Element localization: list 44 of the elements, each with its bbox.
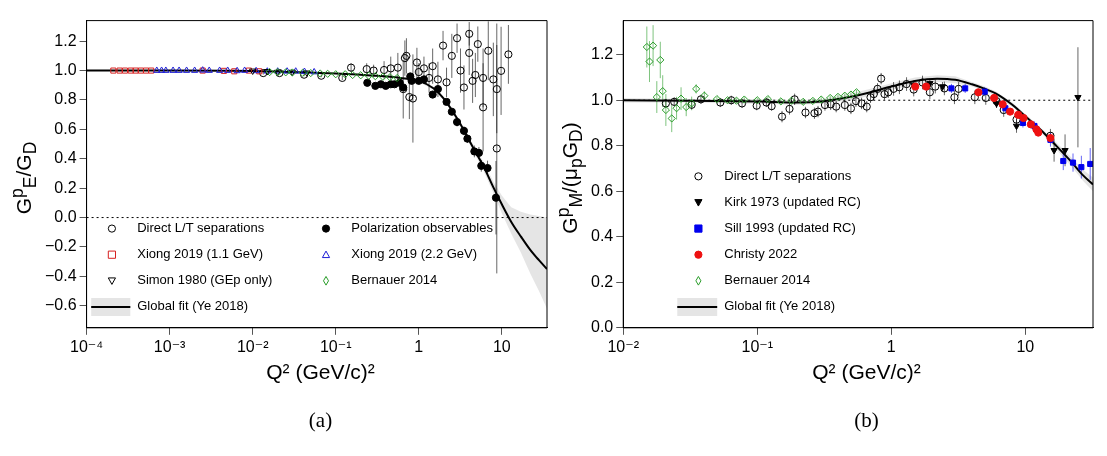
- y-tick-label: −0.6: [44, 296, 77, 314]
- legend-label: Global fit (Ye 2018): [137, 298, 249, 314]
- y-tick-label: 0.8: [54, 90, 77, 108]
- x-tick-label: 10⁻¹: [319, 337, 352, 355]
- legend-label: Bernauer 2014: [351, 272, 438, 288]
- legend-label: Sill 1993 (updated RC): [724, 220, 856, 236]
- y-tick-label: 0.2: [590, 272, 614, 290]
- legend-label: Polarization observables: [351, 220, 494, 236]
- x-tick-label: 1: [886, 337, 896, 355]
- legend-label: Bernauer 2014: [724, 272, 811, 288]
- x-tick-label: 10⁻³: [153, 337, 187, 355]
- y-tick-label: 1.2: [54, 31, 77, 49]
- x-tick-label: 10: [1016, 337, 1035, 355]
- x-tick-label: 10⁻⁴: [70, 337, 104, 355]
- y-tick-label: 0.6: [590, 181, 614, 199]
- x-tick-label: 10⁻¹: [741, 337, 774, 355]
- y-tick-label: 0.8: [590, 136, 614, 154]
- y-tick-label: −0.4: [44, 266, 77, 284]
- legend-label: Xiong 2019 (2.2 GeV): [351, 246, 478, 262]
- y-tick-label: 0.2: [54, 178, 77, 196]
- legend-label: Christy 2022: [724, 246, 798, 262]
- legend-label: Direct L/T separations: [137, 220, 265, 236]
- y-tick-label: 1.2: [590, 45, 614, 63]
- x-axis-title: Q² (GeV/c)²: [811, 360, 922, 384]
- x-tick-label: 10⁻²: [607, 337, 640, 355]
- y-tick-label: 0.0: [590, 318, 614, 336]
- x-tick-label: 1: [414, 337, 424, 355]
- y-tick-label: 0.4: [590, 227, 614, 245]
- y-tick-label: −0.2: [44, 237, 77, 255]
- legend-label: Kirk 1973 (updated RC): [724, 194, 861, 210]
- legend-label: Global fit (Ye 2018): [724, 298, 836, 314]
- y-tick-label: 0.6: [54, 119, 77, 137]
- x-tick-label: 10: [492, 337, 511, 355]
- legend-label: Xiong 2019 (1.1 GeV): [137, 246, 263, 262]
- text: (a): [307, 408, 334, 433]
- y-tick-label: 1.0: [590, 90, 614, 108]
- x-tick-label: 10⁻²: [236, 337, 270, 355]
- y-tick-label: 1.0: [54, 60, 77, 78]
- y-tick-label: 0.4: [54, 149, 77, 167]
- y-tick-label: 0.0: [54, 207, 77, 225]
- legend-label: Direct L/T separations: [724, 167, 852, 183]
- text: (b): [853, 408, 880, 433]
- x-axis-title: Q² (GeV/c)²: [265, 360, 376, 384]
- legend-label: Simon 1980 (GEp only): [137, 272, 273, 288]
